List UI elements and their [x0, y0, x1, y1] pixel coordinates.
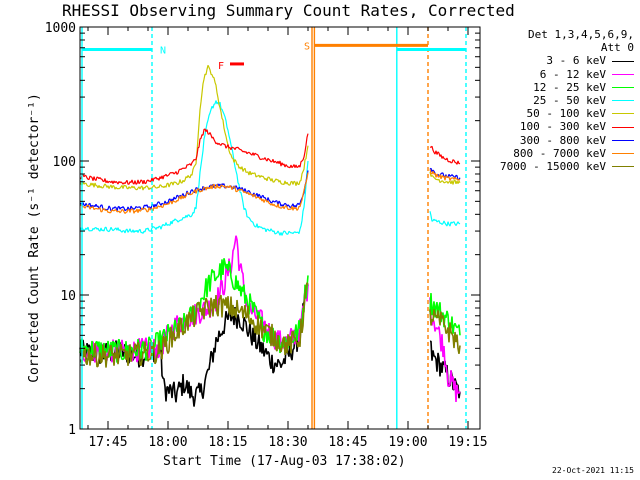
- legend-swatch-0: [612, 60, 634, 62]
- series-line-3: [79, 100, 309, 236]
- x-tick-label-3: 18:30: [268, 435, 307, 450]
- legend-label-6: 300 - 800 keV: [519, 133, 606, 147]
- legend-header-line-2: Att 0: [600, 41, 634, 55]
- legend-swatch-3: [612, 100, 634, 102]
- y-tick-label-2: 100: [53, 155, 76, 170]
- legend-label-3: 25 - 50 keV: [533, 94, 606, 108]
- legend-label-4: 50 - 100 keV: [526, 107, 606, 121]
- state-bars: N F S: [81, 27, 467, 429]
- annotation-F: F: [218, 61, 224, 72]
- legend-entry-5: 100 - 300 keV: [484, 120, 634, 133]
- annotation-N: N: [160, 45, 166, 56]
- timestamp: 22-Oct-2021 11:15: [552, 466, 634, 475]
- y-tick-label-1: 10: [60, 289, 76, 304]
- legend-entries: 3 - 6 keV 6 - 12 keV 12 - 25 keV 25 - 50 ke…: [484, 54, 634, 173]
- legend-entry-1: 6 - 12 keV: [484, 68, 634, 81]
- legend-entry-7: 800 - 7000 keV: [484, 147, 634, 160]
- legend-label-1: 6 - 12 keV: [539, 67, 606, 81]
- series-line-2: [79, 258, 309, 363]
- axis-ticks: 17:45 18:00 18:15 18:30 18:45 19:00 19:15 1 10 10…: [45, 21, 488, 450]
- legend-swatch-4: [612, 113, 634, 115]
- y-tick-label-3: 1000: [45, 21, 76, 36]
- legend-entry-8: 7000 - 15000 keV: [484, 160, 634, 173]
- x-tick-label-4: 18:45: [328, 435, 367, 450]
- chart-title: RHESSI Observing Summary Count Rates, Co…: [62, 1, 515, 20]
- series-line-8: [79, 282, 309, 368]
- y-axis-label-group: Corrected Count Rate (s⁻¹ detector⁻¹): [27, 93, 42, 383]
- legend-entry-3: 25 - 50 keV: [484, 94, 634, 107]
- legend-entry-6: 300 - 800 keV: [484, 134, 634, 147]
- legend-entry-4: 50 - 100 keV: [484, 107, 634, 120]
- axes-frame: [79, 26, 481, 430]
- legend-swatch-6: [612, 139, 634, 141]
- legend-label-2: 12 - 25 keV: [533, 80, 606, 94]
- legend-swatch-8: [612, 166, 634, 168]
- series-line-2: [429, 293, 461, 336]
- series-line-3: [429, 211, 461, 227]
- x-tick-label-6: 19:15: [448, 435, 487, 450]
- legend-swatch-2: [612, 86, 634, 88]
- legend-header-line-1: Det 1,3,4,5,6,9,: [528, 28, 634, 41]
- series-line-8: [429, 309, 461, 354]
- y-axis-label: Corrected Count Rate (s⁻¹ detector⁻¹): [27, 93, 42, 383]
- legend-entry-0: 3 - 6 keV: [484, 54, 634, 67]
- x-axis-label: Start Time (17-Aug-03 17:38:02): [163, 454, 406, 469]
- series-line-4: [429, 171, 461, 185]
- x-tick-label-0: 17:45: [88, 435, 127, 450]
- legend-swatch-1: [612, 73, 634, 75]
- x-tick-label-1: 18:00: [148, 435, 187, 450]
- legend-label-5: 100 - 300 keV: [519, 120, 606, 134]
- legend-label-7: 800 - 7000 keV: [513, 146, 606, 160]
- legend: Det 1,3,4,5,6,9, Att 0 3 - 6 keV 6 - 12 k…: [484, 28, 634, 173]
- legend-entry-2: 12 - 25 keV: [484, 81, 634, 94]
- series-line-1: [429, 297, 461, 402]
- x-tick-label-5: 19:00: [388, 435, 427, 450]
- plot-frame: [79, 26, 481, 430]
- legend-label-0: 3 - 6 keV: [546, 54, 606, 68]
- series-line-5: [79, 128, 309, 185]
- series-line-7: [79, 172, 309, 214]
- y-tick-label-0: 1: [68, 423, 76, 438]
- x-tick-label-2: 18:15: [208, 435, 247, 450]
- legend-swatch-7: [612, 152, 634, 154]
- series-line-5: [429, 145, 461, 165]
- series-line-7: [429, 169, 461, 181]
- legend-label-8: 7000 - 15000 keV: [500, 160, 606, 174]
- annotation-S: S: [304, 41, 310, 52]
- series-line-4: [79, 65, 309, 191]
- legend-swatch-5: [612, 126, 634, 128]
- series-lines: [79, 65, 461, 407]
